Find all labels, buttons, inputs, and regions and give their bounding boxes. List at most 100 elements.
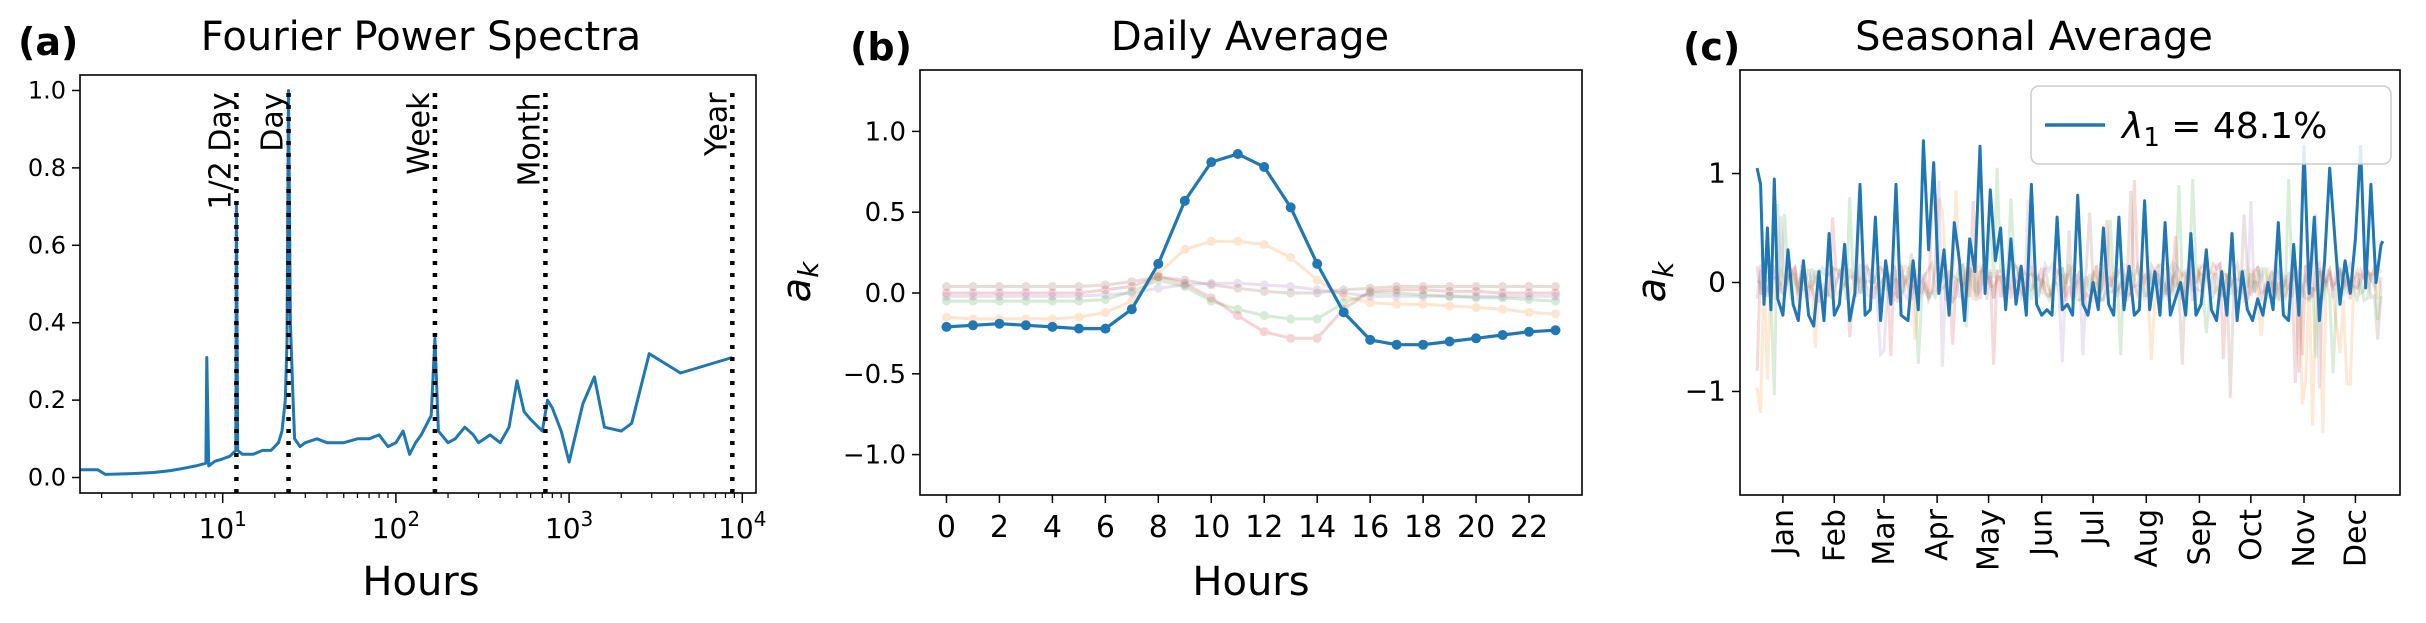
x-tick-label: May [1972,509,2007,571]
panel-c-ticks: −1 0 1 Jan Feb Mar Apr May Jun Jul Aug Sep Oct Nov Dec [1685,157,2374,572]
series-point [1021,296,1031,306]
series-point [1074,291,1084,301]
panel-b: (b) Daily Average −1.0 −0.5 0.0 0.5 1.0 0 2 4 6 8… [774,14,1583,605]
panel-a-label: (a) [18,20,78,64]
series-point [1551,282,1560,291]
x-tick-exponent: 2 [407,507,420,531]
series-point [1259,240,1269,249]
series-point [994,318,1005,329]
series-point [1206,280,1216,290]
series-line [946,278,1556,321]
series-point [1392,299,1402,309]
y-tick-label: 0.0 [28,464,66,492]
series-point [1233,304,1243,314]
x-tick-label: 101 [199,507,247,545]
series-point [1551,288,1560,298]
period-marker-label: Week [402,92,437,175]
panel-b-frame [919,69,1583,496]
series-point [1285,202,1296,213]
panel-c-ylabel-symbol: a [1629,278,1675,303]
x-tick-label: Feb [1817,509,1852,562]
series-point [1524,326,1534,337]
series-point [1471,333,1482,344]
series-point [1233,283,1243,293]
series-point [1365,298,1375,308]
series-point [1259,286,1269,296]
series-point [1418,299,1428,309]
x-tick-label: Sep [2182,509,2217,566]
series-point [1392,282,1402,291]
panel-c-legend: λ1 = 48.1% [2030,85,2392,165]
series-point [1233,311,1243,321]
series-point [1551,309,1560,319]
x-tick-label: 8 [1149,510,1168,545]
series-point [1047,291,1057,301]
x-tick-label: 0 [937,510,956,545]
series-point [1312,258,1323,269]
legend-symbol: λ [2120,106,2143,147]
x-tick-label: 4 [1043,510,1062,545]
series-point [1418,290,1428,300]
series-point [1232,149,1243,159]
panel-b-ylabel-sub: k [792,260,825,278]
x-tick-exponent: 1 [234,507,247,531]
x-tick-base: 10 [545,512,581,545]
series-point [1047,314,1057,324]
series-point [1551,296,1560,306]
series-point [1471,293,1481,303]
y-tick-label: 0.8 [28,154,66,182]
series-point [1392,285,1402,295]
x-tick-label: Mar [1867,508,1902,565]
series-point [968,291,978,301]
series-point [1339,288,1349,298]
series-point [1471,291,1481,301]
series-point [1312,333,1322,343]
series-point [1391,339,1402,350]
series-point [968,320,978,331]
faint-component-line [1756,167,2383,396]
panel-a-xlabel: Hours [362,559,479,605]
y-tick-label: 0.6 [28,231,66,259]
panel-a-plot-clip [80,89,735,493]
series-point [1392,288,1402,298]
x-tick-label: Dec [2338,509,2373,567]
series-point [1074,296,1084,306]
panel-a-frame [79,74,757,494]
series-point [994,288,1004,298]
series-point [1100,307,1110,317]
y-tick-label: −1.0 [843,441,906,471]
panel-a-period-labels: 1/2 Day Day Week Month Year [203,92,734,210]
series-point [1524,307,1534,317]
panel-b-plot-area [941,149,1561,350]
x-tick-label: 16 [1351,510,1389,545]
series-point [942,282,951,291]
panel-b-ylabel-symbol: a [774,278,820,303]
series-point [1021,282,1031,291]
series-point [1498,291,1508,301]
panel-a-title: Fourier Power Spectra [201,14,641,60]
faint-component-line [1755,190,2383,399]
series-point [1153,269,1163,279]
series-point [942,296,951,306]
series-point [1444,336,1455,347]
legend-box [2030,85,2392,165]
series-point [1524,291,1534,301]
series-point [1312,285,1322,295]
series-point [1206,293,1216,303]
x-tick-label: 103 [545,507,593,545]
series-point [1153,275,1163,285]
x-tick-label: Nov [2287,509,2322,568]
panel-c-title: Seasonal Average [1855,14,2213,60]
series-point [1445,291,1455,301]
y-tick-label: 0 [1708,266,1726,299]
y-tick-label: −0.5 [843,360,906,390]
panel-a: (a) Fourier Power Spectra 0.0 0.2 0.4 0.6 0.… [18,14,766,605]
series-point [1021,288,1031,298]
series-point [1153,258,1164,269]
y-tick-label: 0.5 [865,198,906,228]
series-point [1259,311,1269,321]
series-point [1471,303,1481,312]
series-point [1445,301,1455,311]
series-point [1418,285,1428,295]
